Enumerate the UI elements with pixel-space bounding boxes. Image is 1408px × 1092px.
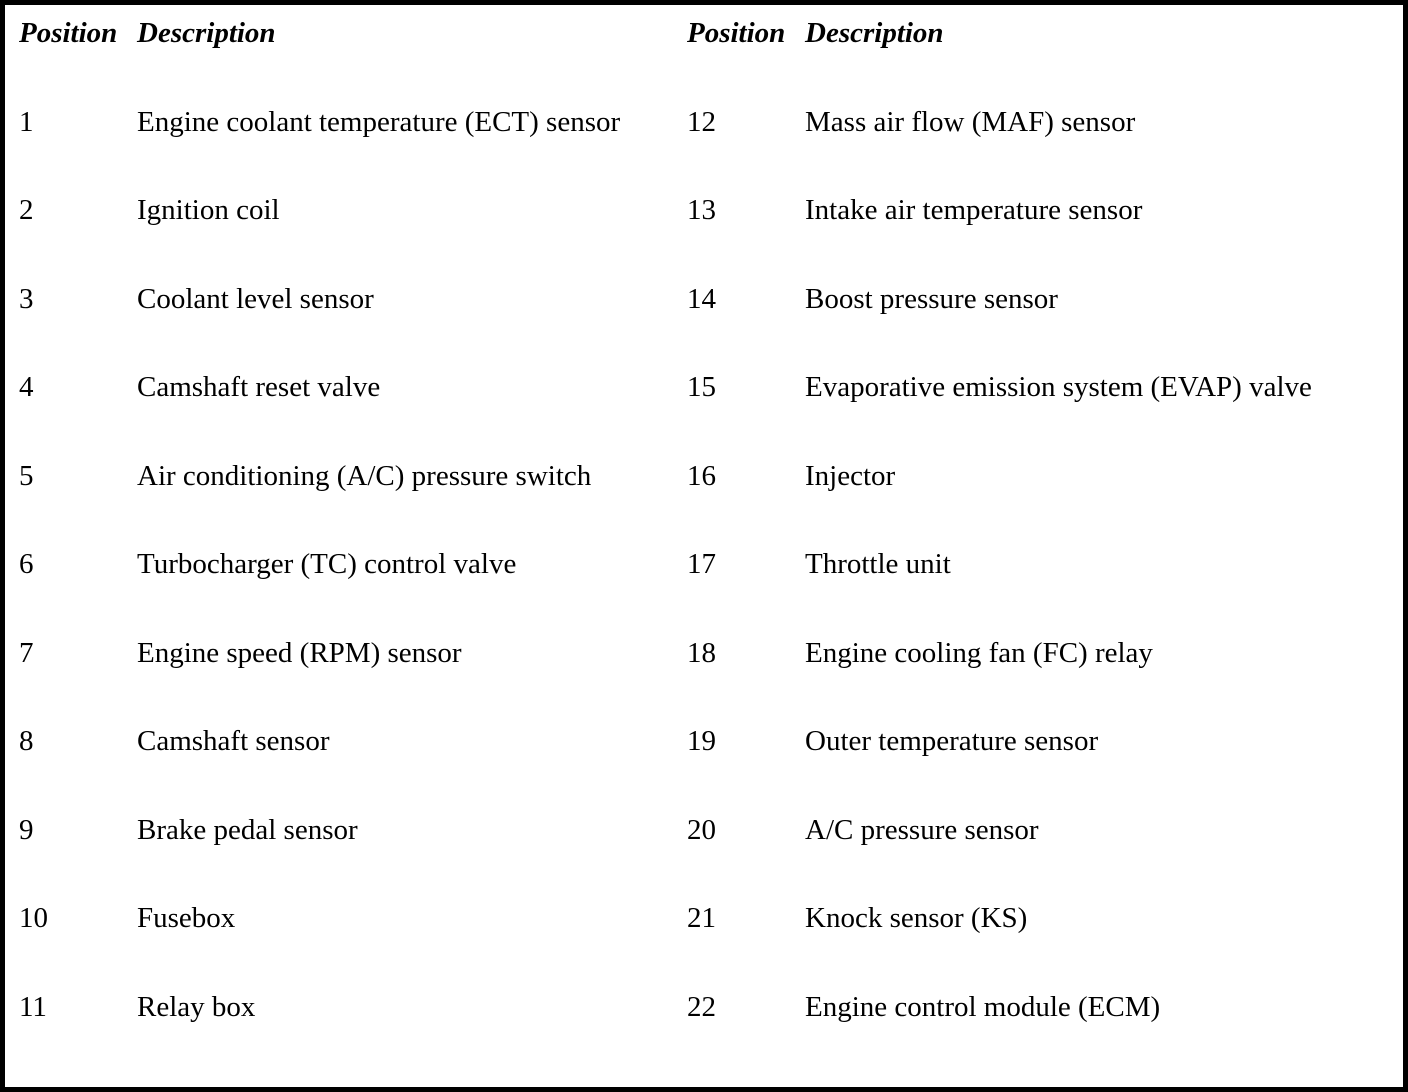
table-row: 12 Mass air flow (MAF) sensor: [687, 78, 1398, 167]
table-row: 10 Fusebox: [19, 875, 687, 964]
description-cell: Knock sensor (KS): [805, 902, 1028, 935]
position-cell: 22: [687, 990, 716, 1023]
table-row: 20 A/C pressure sensor: [687, 786, 1398, 875]
table-header-right: Position Description: [687, 17, 1398, 50]
description-cell: Intake air temperature sensor: [805, 194, 1143, 227]
position-cell: 13: [687, 194, 716, 227]
description-cell: Engine speed (RPM) sensor: [137, 636, 462, 669]
position-cell: 5: [19, 459, 34, 492]
position-header: Position: [687, 17, 786, 49]
table-rows-left: 1 Engine coolant temperature (ECT) sensor…: [19, 78, 687, 1052]
description-cell: Camshaft reset valve: [137, 371, 381, 404]
table-left-column: Position Description 1 Engine coolant tem…: [19, 5, 687, 1087]
table-row: 4 Camshaft reset valve: [19, 344, 687, 433]
description-cell: Outer temperature sensor: [805, 725, 1099, 758]
table-row: 8 Camshaft sensor: [19, 698, 687, 787]
table-row: 5 Air conditioning (A/C) pressure switch: [19, 432, 687, 521]
position-cell: 6: [19, 548, 34, 581]
position-cell: 11: [19, 990, 47, 1023]
table-row: 21 Knock sensor (KS): [687, 875, 1398, 964]
description-cell: Injector: [805, 459, 896, 492]
description-cell: Mass air flow (MAF) sensor: [805, 105, 1136, 138]
description-cell: Fusebox: [137, 902, 236, 935]
table-row: 6 Turbocharger (TC) control valve: [19, 521, 687, 610]
table-row: 2 Ignition coil: [19, 167, 687, 256]
description-cell: Ignition coil: [137, 194, 280, 227]
position-cell: 1: [19, 105, 34, 138]
description-header: Description: [805, 17, 944, 49]
table-rows-right: 12 Mass air flow (MAF) sensor 13 Intake air…: [687, 78, 1398, 1052]
table-row: 17 Throttle unit: [687, 521, 1398, 610]
position-cell: 10: [19, 902, 48, 935]
position-cell: 19: [687, 725, 716, 758]
position-cell: 2: [19, 194, 34, 227]
description-cell: Camshaft sensor: [137, 725, 330, 758]
table-row: 15 Evaporative emission system (EVAP) val…: [687, 344, 1398, 433]
table-row: 16 Injector: [687, 432, 1398, 521]
table-row: 19 Outer temperature sensor: [687, 698, 1398, 787]
position-cell: 21: [687, 902, 716, 935]
description-cell: A/C pressure sensor: [805, 813, 1039, 846]
position-cell: 20: [687, 813, 716, 846]
position-cell: 4: [19, 371, 34, 404]
position-cell: 8: [19, 725, 34, 758]
description-cell: Brake pedal sensor: [137, 813, 358, 846]
description-cell: Turbocharger (TC) control valve: [137, 548, 517, 581]
position-cell: 18: [687, 636, 716, 669]
table-row: 18 Engine cooling fan (FC) relay: [687, 609, 1398, 698]
description-cell: Engine coolant temperature (ECT) sensor: [137, 105, 621, 138]
position-cell: 7: [19, 636, 34, 669]
description-header: Description: [137, 17, 276, 49]
description-cell: Coolant level sensor: [137, 282, 374, 315]
position-cell: 9: [19, 813, 34, 846]
position-cell: 12: [687, 105, 716, 138]
table-right-column: Position Description 12 Mass air flow (MA…: [687, 5, 1398, 1087]
position-cell: 17: [687, 548, 716, 581]
position-cell: 3: [19, 282, 34, 315]
description-cell: Throttle unit: [805, 548, 951, 581]
position-header: Position: [19, 17, 118, 49]
table-row: 11 Relay box: [19, 963, 687, 1052]
description-cell: Engine cooling fan (FC) relay: [805, 636, 1153, 669]
position-cell: 15: [687, 371, 716, 404]
table-row: 9 Brake pedal sensor: [19, 786, 687, 875]
table-header-left: Position Description: [19, 17, 687, 50]
table-row: 7 Engine speed (RPM) sensor: [19, 609, 687, 698]
description-cell: Air conditioning (A/C) pressure switch: [137, 459, 592, 492]
position-cell: 14: [687, 282, 716, 315]
table-row: 13 Intake air temperature sensor: [687, 167, 1398, 256]
description-cell: Evaporative emission system (EVAP) valve: [805, 371, 1312, 404]
description-cell: Relay box: [137, 990, 256, 1023]
position-cell: 16: [687, 459, 716, 492]
table-row: 3 Coolant level sensor: [19, 255, 687, 344]
table-row: 22 Engine control module (ECM): [687, 963, 1398, 1052]
table-row: 1 Engine coolant temperature (ECT) sensor: [19, 78, 687, 167]
description-cell: Engine control module (ECM): [805, 990, 1161, 1023]
description-cell: Boost pressure sensor: [805, 282, 1058, 315]
table-row: 14 Boost pressure sensor: [687, 255, 1398, 344]
